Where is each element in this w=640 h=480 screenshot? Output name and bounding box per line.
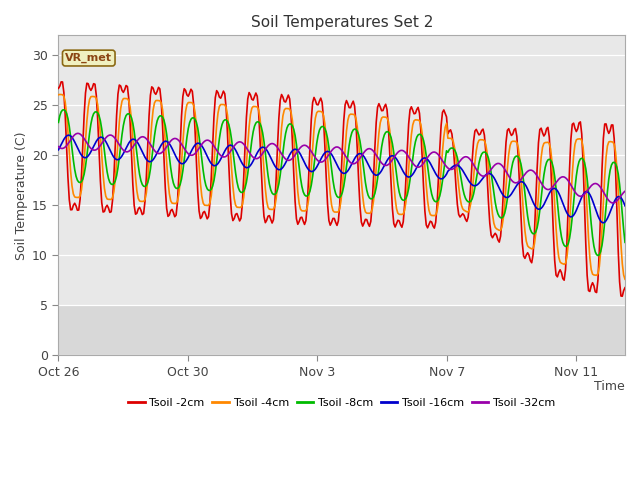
Tsoil -8cm xyxy=(75,179,83,185)
Tsoil -32cm xyxy=(309,151,317,156)
Tsoil -32cm xyxy=(621,188,629,194)
Tsoil -4cm xyxy=(75,194,83,200)
Tsoil -32cm xyxy=(609,200,617,206)
Tsoil -2cm xyxy=(54,85,62,91)
Tsoil -2cm xyxy=(618,293,626,299)
Title: Soil Temperatures Set 2: Soil Temperatures Set 2 xyxy=(250,15,433,30)
Y-axis label: Soil Temperature (C): Soil Temperature (C) xyxy=(15,131,28,260)
Tsoil -4cm xyxy=(336,205,344,211)
Tsoil -16cm xyxy=(245,164,253,170)
Tsoil -2cm xyxy=(58,79,65,85)
Tsoil -8cm xyxy=(600,232,607,238)
Tsoil -2cm xyxy=(336,202,344,208)
Tsoil -16cm xyxy=(621,203,629,209)
Text: VR_met: VR_met xyxy=(65,53,112,63)
Tsoil -16cm xyxy=(309,168,317,174)
Line: Tsoil -2cm: Tsoil -2cm xyxy=(58,82,625,296)
Legend: Tsoil -2cm, Tsoil -4cm, Tsoil -8cm, Tsoil -16cm, Tsoil -32cm: Tsoil -2cm, Tsoil -4cm, Tsoil -8cm, Tsoi… xyxy=(124,393,559,412)
Tsoil -16cm xyxy=(600,220,607,226)
Tsoil -16cm xyxy=(522,183,530,189)
Tsoil -4cm xyxy=(522,239,530,244)
Tsoil -8cm xyxy=(309,173,317,179)
Tsoil -8cm xyxy=(54,120,62,125)
Tsoil -4cm xyxy=(56,92,63,97)
Line: Tsoil -32cm: Tsoil -32cm xyxy=(58,133,625,203)
Tsoil -16cm xyxy=(65,132,73,138)
Tsoil -4cm xyxy=(598,226,606,231)
Tsoil -8cm xyxy=(60,107,68,113)
Tsoil -8cm xyxy=(336,194,344,200)
Tsoil -32cm xyxy=(522,170,530,176)
Tsoil -4cm xyxy=(621,276,629,282)
Tsoil -4cm xyxy=(309,144,317,149)
Tsoil -32cm xyxy=(74,131,81,136)
Tsoil -16cm xyxy=(598,219,606,225)
Tsoil -8cm xyxy=(594,252,602,258)
Tsoil -4cm xyxy=(245,124,253,130)
Tsoil -16cm xyxy=(75,147,83,153)
Tsoil -32cm xyxy=(75,131,83,136)
Tsoil -32cm xyxy=(336,145,344,151)
Tsoil -32cm xyxy=(598,187,606,192)
Tsoil -32cm xyxy=(54,144,62,150)
Tsoil -8cm xyxy=(245,160,253,166)
Tsoil -8cm xyxy=(621,240,629,245)
Tsoil -32cm xyxy=(245,149,253,155)
Line: Tsoil -8cm: Tsoil -8cm xyxy=(58,110,625,255)
Line: Tsoil -4cm: Tsoil -4cm xyxy=(58,95,625,279)
Tsoil -2cm xyxy=(309,99,317,105)
Tsoil -2cm xyxy=(598,166,606,172)
Tsoil -8cm xyxy=(522,203,530,208)
Bar xyxy=(58,305,625,355)
Tsoil -16cm xyxy=(54,147,62,153)
Tsoil -2cm xyxy=(245,90,253,96)
Line: Tsoil -16cm: Tsoil -16cm xyxy=(58,135,625,223)
Tsoil -2cm xyxy=(75,207,83,213)
Tsoil -4cm xyxy=(54,92,62,97)
X-axis label: Time: Time xyxy=(595,380,625,393)
Tsoil -2cm xyxy=(621,285,629,290)
Tsoil -16cm xyxy=(336,167,344,173)
Tsoil -2cm xyxy=(522,252,530,258)
